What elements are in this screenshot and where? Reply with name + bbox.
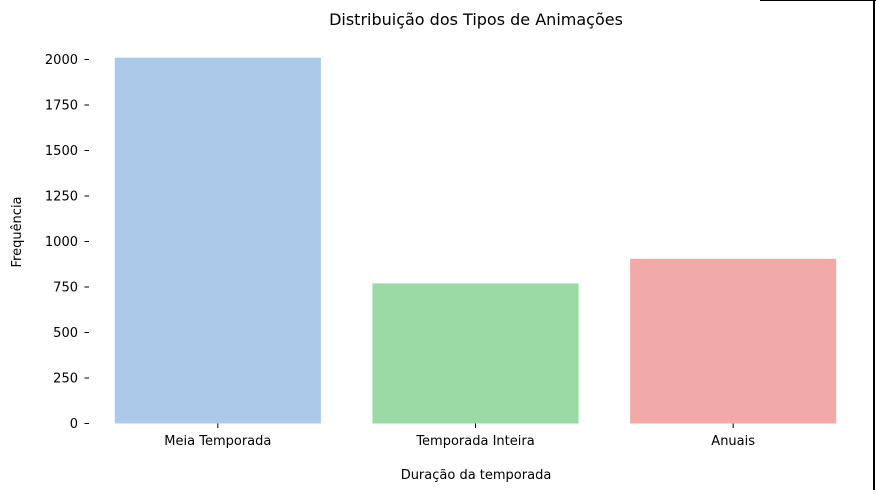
y-tick-label: 2000	[45, 53, 78, 68]
y-tick-label: 1000	[45, 235, 78, 250]
y-tick-label: 1250	[45, 190, 78, 205]
y-axis: 0 250 500 750 1000 1250 1500 1750 2000	[45, 53, 89, 432]
x-axis-label: Duração da temporada	[401, 468, 552, 483]
y-tick-label: 250	[53, 372, 78, 387]
window-border-top	[760, 0, 876, 1]
x-tick-label: Anuais	[711, 434, 755, 449]
bar-meia-temporada	[114, 57, 321, 424]
chart-title: Distribuição dos Tipos de Animações	[329, 10, 623, 29]
bar-temporada-inteira	[372, 283, 579, 424]
y-tick-label: 750	[53, 281, 78, 296]
bar-anuais	[630, 258, 837, 424]
x-tick-label: Temporada Inteira	[415, 434, 534, 449]
window-border-right	[873, 0, 875, 490]
x-axis: Meia Temporada Temporada Inteira Anuais	[164, 423, 755, 449]
y-tick-label: 500	[53, 326, 78, 341]
y-tick-label: 0	[70, 417, 78, 432]
y-tick-label: 1500	[45, 144, 78, 159]
bars-group	[114, 57, 837, 424]
y-axis-label: Frequência	[10, 196, 25, 267]
x-tick-label: Meia Temporada	[164, 434, 271, 449]
y-tick-label: 1750	[45, 99, 78, 114]
